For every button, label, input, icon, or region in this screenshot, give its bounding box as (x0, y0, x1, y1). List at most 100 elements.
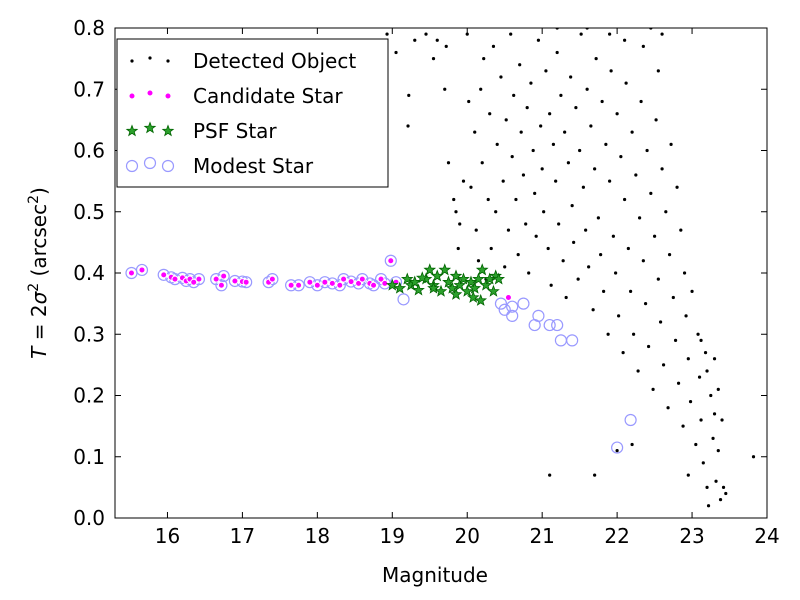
modest-star-point (528, 318, 541, 332)
detected-object-point (600, 99, 604, 104)
detected-object-point (557, 222, 561, 226)
psf-star-point (427, 281, 440, 294)
x-tick-label: 22 (604, 524, 629, 548)
detected-object-point (626, 246, 630, 251)
detected-object-point (516, 253, 520, 257)
psf-star-point (460, 284, 474, 297)
legend-marker (125, 159, 139, 173)
psf-star-point (475, 263, 489, 276)
modest-star-point (215, 279, 228, 292)
detected-object-point (494, 210, 498, 214)
y-label-symbol: T (27, 345, 51, 359)
legend-marker (148, 56, 152, 60)
candidate-star-point (138, 266, 146, 274)
detected-object-point (688, 400, 693, 404)
detected-object-point (456, 246, 460, 251)
detected-object-point (619, 155, 623, 159)
detected-object-point (646, 344, 651, 349)
detected-object-point (527, 271, 531, 275)
detected-object-point (624, 81, 628, 85)
legend-marker (161, 159, 175, 173)
candidate-star-point (306, 278, 314, 286)
legend-marker (166, 59, 170, 63)
detected-object-point (584, 228, 588, 232)
candidate-star-point (377, 275, 385, 283)
legend-entry: Detected Object (130, 49, 356, 73)
detected-object-point (574, 106, 578, 110)
modest-star-point (566, 334, 579, 347)
detected-object-point (454, 210, 458, 214)
x-tick-label: 17 (230, 524, 255, 548)
detected-object-point (604, 142, 608, 146)
detected-object-point (479, 87, 483, 91)
detected-object-point (461, 179, 466, 183)
detected-object-point (531, 148, 535, 153)
detected-object-point (684, 314, 688, 318)
detected-object-point (658, 320, 663, 324)
y-label-unit-close: ) (27, 187, 51, 195)
detected-object-point (576, 277, 580, 281)
detected-object-point (660, 167, 664, 171)
detected-object-point (435, 38, 439, 42)
detected-object-point (636, 369, 640, 373)
detected-object-point (751, 455, 756, 459)
detected-object-point (694, 442, 698, 447)
y-tick-label: 0.8 (73, 16, 105, 40)
candidate-star-point (340, 275, 348, 283)
legend-marker (146, 89, 154, 97)
y-label-unit-sup: 2 (26, 195, 42, 204)
detected-object-point (629, 289, 633, 293)
detected-object-point (673, 338, 678, 342)
candidate-star-point (504, 294, 512, 301)
psf-star-point (449, 287, 463, 300)
detected-object-point (686, 357, 690, 361)
modest-star-point (506, 309, 519, 322)
detected-object-point (566, 161, 571, 165)
legend-label: Detected Object (193, 49, 356, 73)
detected-object-point (548, 473, 552, 477)
legend-marker (143, 121, 157, 134)
detected-object-point (712, 357, 717, 361)
psf-star-point (453, 278, 467, 291)
detected-object-point (555, 50, 559, 55)
detected-object-point (614, 271, 618, 275)
detected-object-point (406, 124, 410, 128)
detected-object-point (720, 418, 724, 422)
detected-object-point (676, 381, 681, 385)
detected-object-point (570, 204, 574, 208)
detected-object-point (581, 185, 585, 189)
detected-object-point (559, 93, 563, 97)
psf-star-point (479, 278, 493, 291)
modest-star-point (543, 318, 556, 332)
detected-object-point (712, 412, 717, 416)
detected-object-point (491, 44, 496, 48)
y-label-sigma: σ (27, 290, 51, 304)
modest-star-point (374, 273, 388, 286)
detected-object-point (564, 295, 568, 300)
modest-star-point (311, 279, 324, 292)
detected-object-point (652, 234, 657, 238)
detected-object-point (394, 50, 398, 55)
modest-star-point (217, 269, 230, 283)
detected-object-point (681, 424, 685, 428)
detected-object-point (465, 32, 469, 36)
detected-object-point (446, 161, 451, 165)
candidate-star-point (160, 271, 168, 279)
modest-star-point (506, 300, 519, 313)
detected-object-points (385, 28, 756, 508)
detected-object-point (593, 473, 597, 477)
detected-object-point (542, 210, 546, 214)
detected-object-point (534, 234, 538, 238)
psf-star-point (474, 293, 488, 306)
detected-object-point (654, 118, 658, 122)
detected-object-point (452, 197, 456, 202)
legend-label: Modest Star (193, 154, 314, 178)
modest-star-point (517, 297, 530, 310)
detected-object-point (503, 265, 507, 269)
y-tick-label: 0.7 (73, 77, 105, 101)
candidate-star-point (358, 275, 366, 283)
detected-object-point (467, 99, 471, 104)
detected-object-point (569, 75, 573, 79)
candidate-star-point (190, 278, 198, 286)
